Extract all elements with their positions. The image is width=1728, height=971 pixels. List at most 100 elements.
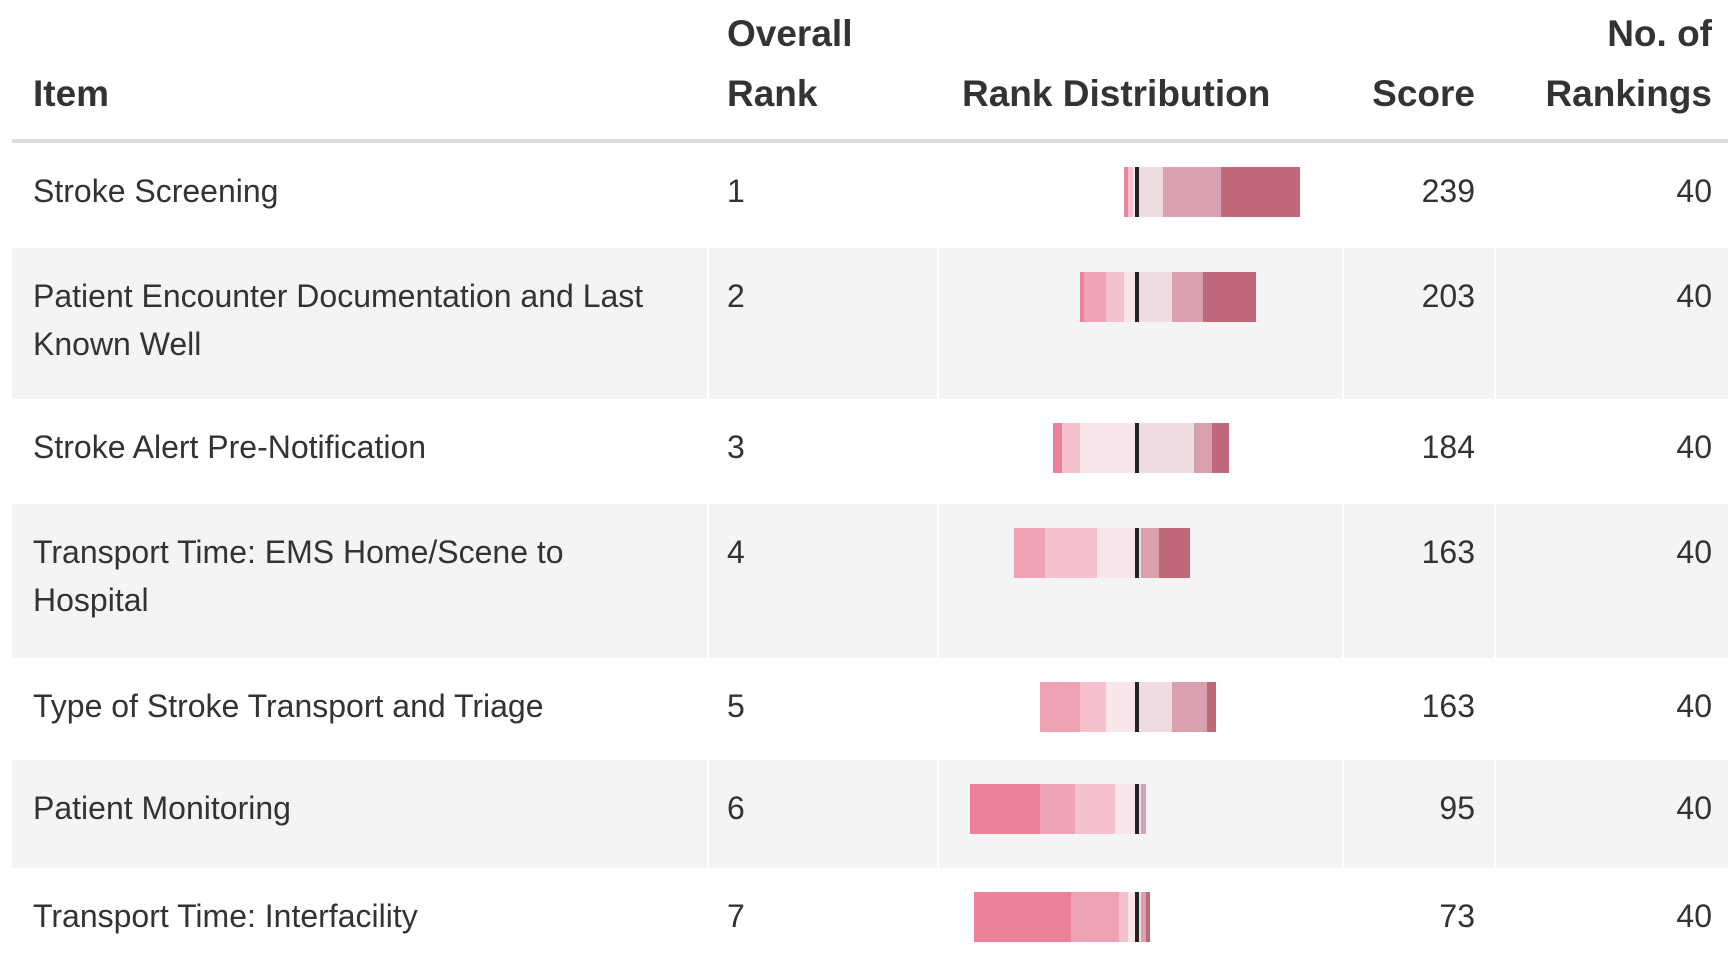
item-name: Patient Monitoring [33,790,291,826]
score: 203 [1421,278,1475,314]
score: 184 [1421,429,1475,465]
rank-segment [1137,892,1142,942]
item-name: Stroke Screening [33,173,279,209]
header-rule [12,139,1728,143]
score: 163 [1421,688,1475,724]
column-divider [1494,248,1496,399]
rank-segment [1123,272,1137,322]
item-name: Type of Stroke Transport and Triage [33,688,544,724]
rank-segment [1137,784,1142,834]
column-divider [1342,760,1344,868]
header-score: Score [1372,73,1475,114]
column-divider [1342,504,1344,658]
rank-segment [1097,528,1137,578]
rank-segment [1079,272,1085,322]
rank-segment [1084,272,1107,322]
rank-segment [1172,272,1203,322]
midline [1135,682,1139,732]
header-distribution: Rank Distribution [962,73,1271,114]
column-divider [937,248,939,399]
column-divider [707,760,709,868]
overall-rank: 2 [727,278,745,314]
column-divider [1494,760,1496,868]
midline [1135,528,1139,578]
rank-segment [1053,423,1063,473]
column-divider [707,504,709,658]
rank-segment [1137,272,1173,322]
rank-segment [1207,682,1217,732]
rank-segment [1044,528,1098,578]
score: 239 [1421,173,1475,209]
header-rankings: No. of Rankings [1545,13,1712,114]
header-item: Item [33,73,110,114]
table-row: Transport Time: EMS Home/Scene to Hospit… [12,504,1728,658]
overall-rank: 5 [727,688,745,724]
rank-segment [1141,784,1146,834]
rank-segment [1079,682,1107,732]
rank-segment [1075,784,1115,834]
rankings-count: 40 [1676,898,1712,934]
column-divider [937,760,939,868]
midline [1135,272,1139,322]
rank-segment [1062,423,1080,473]
overall-rank: 6 [727,790,745,826]
table-row: Patient Monitoring 6 95 40 [12,760,1728,868]
rank-segment [1194,423,1212,473]
item-name: Transport Time: Interfacility [33,898,418,934]
rank-segment [1163,167,1221,217]
rank-segment [1128,892,1137,942]
rank-segment [1137,682,1173,732]
midline [1135,167,1139,217]
rank-segment [1141,892,1146,942]
overall-rank: 7 [727,898,745,934]
item-name: Transport Time: EMS Home/Scene to Hospit… [33,534,564,618]
column-divider [937,504,939,658]
table-row: Type of Stroke Transport and Triage 5 163 4… [12,658,1728,760]
header-rank: Overall Rank [727,13,853,114]
rankings-count: 40 [1676,173,1712,209]
rank-segment [1141,528,1159,578]
midline [1135,784,1139,834]
score: 163 [1421,534,1475,570]
rank-segment [1132,167,1137,217]
rank-segment [1128,167,1133,217]
overall-rank: 3 [727,429,745,465]
rankings-count: 40 [1676,688,1712,724]
table-row: Stroke Screening 1 239 40 [12,143,1728,248]
table-row: Stroke Alert Pre-Notification 3 184 40 [12,399,1728,504]
rank-segment [1145,892,1151,942]
rank-segment [1040,682,1080,732]
column-divider [707,248,709,399]
rank-segment [1172,682,1208,732]
rank-segment [969,784,1041,834]
column-divider [1342,248,1344,399]
rankings-count: 40 [1676,429,1712,465]
column-divider [1494,504,1496,658]
rank-segment [1119,892,1129,942]
rank-segment [1203,272,1256,322]
rank-segment [1071,892,1120,942]
rank-segment [1137,528,1142,578]
table-row: Patient Encounter Documentation and Last… [12,248,1728,399]
item-name: Stroke Alert Pre-Notification [33,429,427,465]
score: 73 [1439,898,1475,934]
rank-segment [1115,784,1137,834]
rank-segment [1123,167,1129,217]
rank-segment [1079,423,1137,473]
rank-segment [1106,272,1124,322]
rank-segment [1106,682,1137,732]
rankings-count: 40 [1676,790,1712,826]
table-row: Transport Time: Interfacility 7 73 40 [12,868,1728,969]
rankings-count: 40 [1676,534,1712,570]
item-name: Patient Encounter Documentation and Last… [33,278,644,362]
overall-rank: 1 [727,173,745,209]
midline [1135,892,1139,942]
rankings-count: 40 [1676,278,1712,314]
rank-segment [1137,423,1195,473]
rank-segment [1040,784,1076,834]
rank-segment [1211,423,1230,473]
score: 95 [1439,790,1475,826]
midline [1135,423,1139,473]
rank-segment [1013,528,1045,578]
